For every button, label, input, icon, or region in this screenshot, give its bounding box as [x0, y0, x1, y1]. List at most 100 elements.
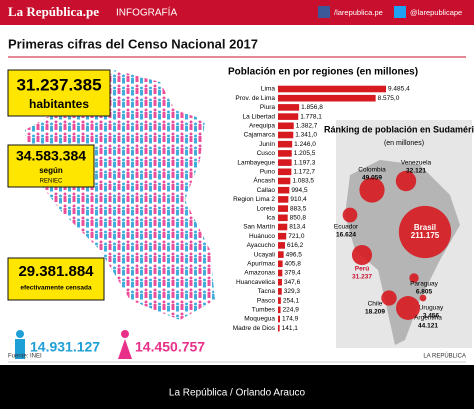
bar	[278, 315, 280, 323]
bar	[278, 177, 291, 185]
source: Fuente: INEI	[8, 354, 42, 360]
country-value: 32.121	[406, 168, 426, 175]
bar	[278, 131, 294, 139]
country-bubble	[396, 296, 420, 320]
stat-box	[7, 69, 111, 117]
stat-number: 34.583.384	[16, 148, 86, 164]
title: Primeras cifras del Censo Nacional 2017	[8, 36, 258, 51]
value-label: 1.246,0	[294, 141, 316, 148]
category-label: Prov. de Lima	[235, 95, 275, 102]
country-name: Paraguay	[410, 281, 439, 288]
category-label: Lima	[261, 86, 275, 93]
category-label: Cusco	[257, 150, 276, 157]
country-name: Argentina	[414, 315, 442, 322]
bar	[278, 269, 283, 277]
country-name: Uruguay	[419, 305, 444, 312]
fb-icon	[318, 6, 330, 18]
country-value: 31.237	[352, 274, 372, 281]
credit: La República / Orlando Arauco	[169, 388, 306, 399]
woman-icon	[121, 330, 129, 338]
stat-number: 31.237.385	[16, 75, 101, 94]
category-label: Ica	[266, 215, 275, 222]
man-icon	[16, 330, 24, 338]
country-name: Ecuador	[334, 224, 359, 231]
map-title: Ránking de población en Sudamérica	[324, 124, 474, 134]
value-label: 994,5	[291, 187, 308, 194]
value-label: 1.083,5	[292, 178, 314, 185]
section: INFOGRAFÍA	[116, 6, 177, 19]
category-label: Puno	[260, 169, 276, 176]
brand: LA REPÚBLICA	[423, 353, 466, 360]
value-label: 405,8	[285, 261, 302, 268]
twitter[interactable]: @larepublicape	[410, 8, 462, 17]
stat-2: 34.583.384 según RENIEC	[7, 144, 95, 188]
category-label: Callao	[257, 187, 276, 194]
logo: La República.pe	[8, 4, 99, 19]
value-label: 224,9	[283, 307, 300, 314]
bar	[278, 242, 286, 249]
country-name: Venezuela	[401, 160, 432, 167]
tw-icon	[394, 6, 406, 18]
value-label: 174,9	[282, 316, 299, 323]
category-label: Cajamarca	[244, 132, 276, 139]
chart-title: Población en por regiones (en millones)	[228, 67, 418, 78]
bar	[278, 196, 289, 203]
bar	[278, 122, 294, 130]
country-value: 16.624	[336, 232, 356, 239]
category-label: San Martín	[243, 224, 275, 231]
bar	[278, 94, 376, 102]
value-label: 1.856,8	[301, 104, 323, 111]
bar	[278, 214, 288, 222]
country-bubble	[381, 290, 397, 306]
country-value: 211.175	[411, 231, 440, 240]
category-label: Arequipa	[249, 123, 275, 130]
footer-bar	[0, 365, 474, 409]
country-value: 3.456	[423, 313, 440, 320]
stat-number: 29.381.884	[18, 263, 94, 280]
facebook[interactable]: /larepublica.pe	[334, 8, 383, 17]
bar	[278, 150, 292, 157]
bar	[278, 297, 281, 304]
bar	[278, 288, 282, 295]
category-label: Pasco	[257, 297, 275, 304]
stat-box	[7, 144, 95, 188]
stat-3: 29.381.884 efectivamente censada	[7, 257, 105, 301]
country-name: Brasil	[414, 223, 436, 232]
woman-icon	[118, 339, 132, 359]
men-count: 14.931.127	[30, 339, 100, 355]
category-label: La Libertad	[242, 113, 275, 120]
stat-note: RENIEC	[40, 179, 63, 185]
value-label: 9.485,4	[388, 86, 410, 93]
country-bubble	[351, 244, 373, 266]
country-bubble	[409, 273, 419, 283]
country-bubble	[398, 205, 452, 259]
category-label: Áncash	[253, 176, 275, 185]
value-label: 910,4	[290, 196, 307, 203]
category-label: Junín	[259, 141, 275, 148]
bar	[278, 85, 386, 93]
value-label: 1.341,0	[295, 132, 317, 139]
value-label: 616,2	[287, 242, 304, 249]
bar	[278, 232, 287, 240]
category-label: Amazonas	[244, 270, 275, 277]
category-label: Apurímac	[247, 261, 276, 268]
bar	[278, 104, 300, 111]
value-label: 850,8	[290, 215, 307, 222]
country-name: Perú	[355, 266, 369, 273]
stat-1: 31.237.385 habitantes	[7, 69, 111, 117]
bar	[278, 113, 299, 120]
bar	[278, 159, 292, 166]
value-label: 8.575,0	[378, 95, 400, 102]
value-label: 1.197,3	[294, 159, 316, 166]
country-value: 6.805	[416, 289, 433, 296]
value-label: 1.382,7	[296, 123, 318, 130]
value-label: 883,5	[290, 205, 307, 212]
stat-label: según	[39, 166, 63, 175]
south-america	[345, 160, 460, 345]
category-label: Madre de Dios	[233, 325, 276, 332]
man-icon	[15, 339, 25, 359]
bar	[278, 260, 283, 268]
value-label: 347,6	[284, 279, 301, 286]
country-bubble	[419, 294, 427, 302]
